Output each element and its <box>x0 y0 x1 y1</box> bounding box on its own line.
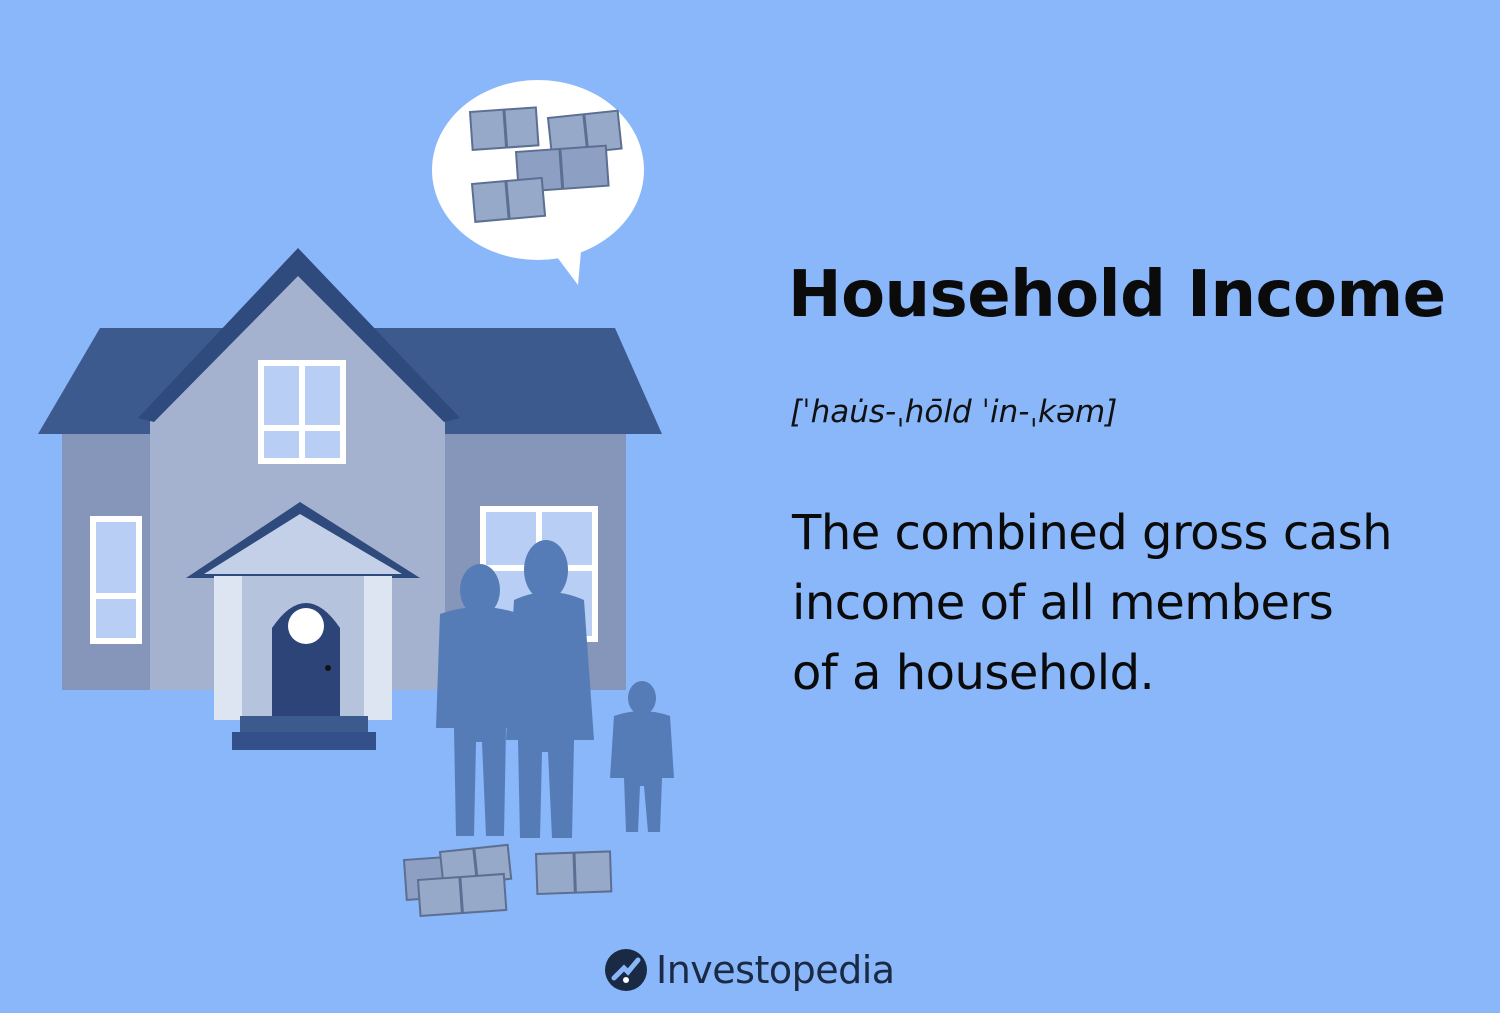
definition-line: The combined gross cash <box>792 505 1393 561</box>
brand-name: Investopedia <box>656 948 895 992</box>
bubble-cash-stacks-icon <box>468 106 623 223</box>
ground-cash-stacks-icon <box>402 843 613 917</box>
page-title: Household Income <box>788 258 1446 332</box>
investopedia-logo-icon <box>605 949 647 991</box>
brand-footer: Investopedia <box>604 944 895 996</box>
pronunciation: [ˈhau̇s-ˌhōld ˈin-ˌkəm] <box>790 394 1118 430</box>
definition-text: The combined gross cash income of all me… <box>792 498 1472 708</box>
definition-line: of a household. <box>792 645 1155 701</box>
house-family-illustration <box>38 80 674 917</box>
family-silhouettes <box>436 540 674 838</box>
definition-line: income of all members <box>792 575 1334 631</box>
